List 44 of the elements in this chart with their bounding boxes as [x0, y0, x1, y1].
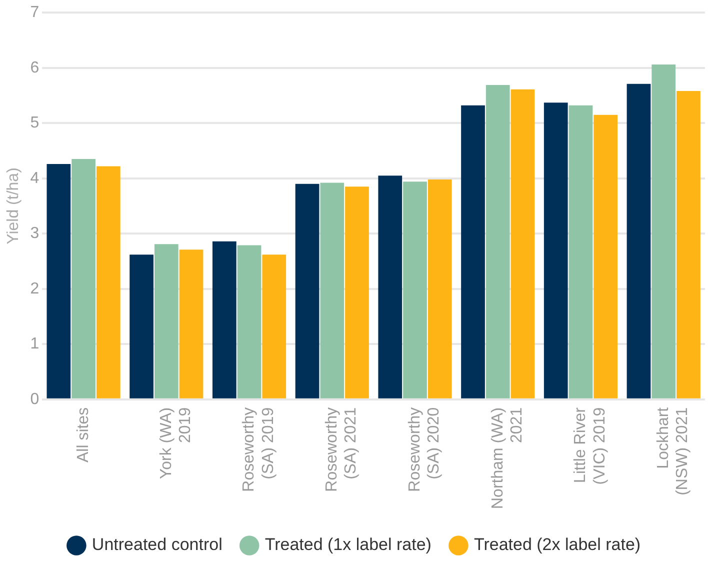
y-tick-label: 0 — [30, 390, 40, 408]
bar — [428, 179, 452, 398]
bar — [626, 84, 651, 398]
x-tick-label: Roseworthy (SA) 2021 — [324, 407, 360, 492]
bar — [378, 176, 402, 398]
bar — [403, 182, 427, 398]
bar — [676, 91, 700, 398]
bar — [568, 105, 593, 398]
legend-label: Treated (1x label rate) — [264, 535, 432, 554]
legend-label: Treated (2x label rate) — [474, 535, 641, 554]
y-tick-label: 3 — [30, 225, 40, 242]
bar — [212, 241, 236, 398]
y-tick-label: 5 — [30, 114, 40, 132]
x-tick-label: All sites — [74, 407, 92, 462]
legend-label: Untreated control — [92, 535, 222, 554]
y-tick-label: 6 — [30, 59, 40, 76]
bar — [461, 105, 485, 398]
bar — [154, 244, 178, 398]
y-tick-label: 2 — [30, 280, 40, 298]
bar — [544, 102, 568, 398]
x-tick-label: Roseworthy (SA) 2019 — [240, 407, 277, 492]
bar — [594, 114, 618, 398]
y-tick-label: 4 — [30, 170, 40, 187]
bar — [510, 89, 535, 398]
bar — [130, 254, 154, 398]
bar — [652, 64, 676, 398]
bar — [46, 164, 71, 398]
bar — [295, 184, 320, 398]
y-tick-label: 7 — [30, 4, 40, 22]
y-axis-title: Yield (t/ha) — [5, 168, 22, 244]
x-tick-label: Lockhart (NSW) 2021 — [655, 406, 692, 496]
bar — [237, 245, 262, 398]
bar — [320, 182, 344, 398]
bar — [345, 186, 369, 398]
x-tick-label: Roseworthy (SA) 2020 — [406, 407, 443, 492]
x-tick-label: York (WA) 2019 — [158, 407, 194, 480]
bar — [262, 254, 286, 398]
bar — [72, 159, 96, 398]
bar — [179, 250, 204, 398]
bar — [96, 166, 120, 398]
y-tick-label: 1 — [30, 336, 40, 353]
x-tick-label: Little River (VIC) 2019 — [572, 406, 608, 485]
x-tick-label: Northam (WA) 2021 — [489, 407, 526, 510]
bar — [486, 84, 510, 398]
